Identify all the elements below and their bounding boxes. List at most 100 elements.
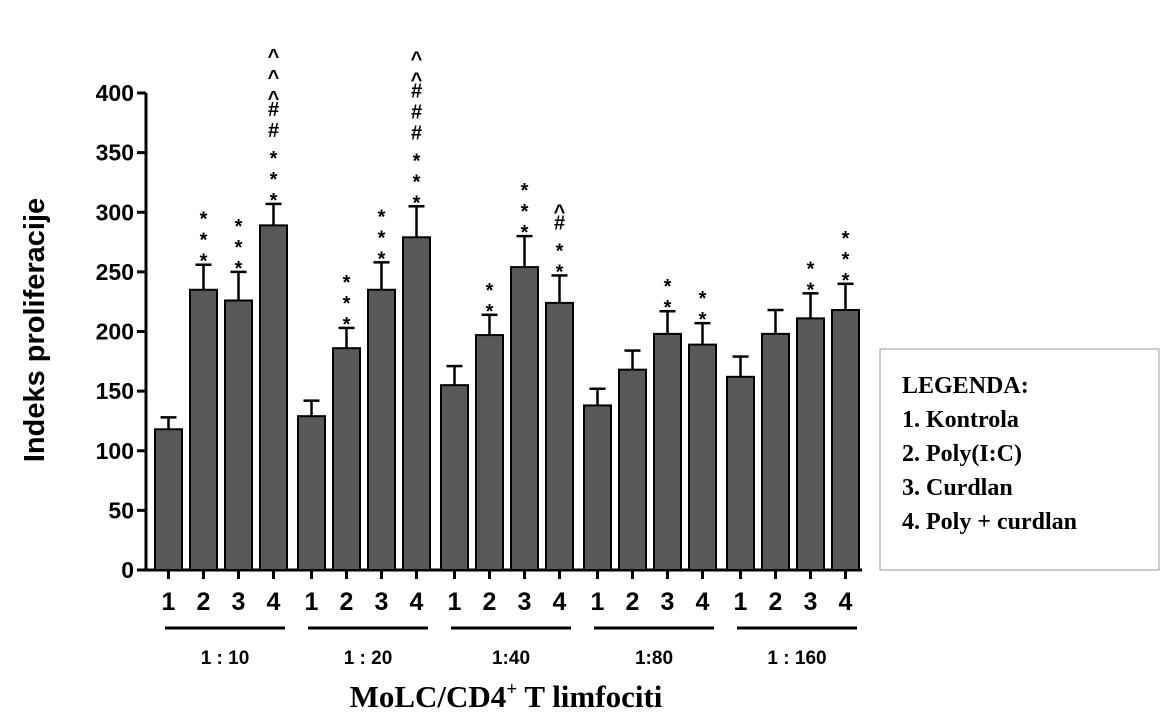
x-category-label: 3 [518,588,532,616]
significance-mark: ^ [411,69,423,91]
bar [189,288,218,571]
significance-mark: * [343,272,351,294]
significance-mark: # [268,120,279,142]
group-label: 1:40 [492,648,530,669]
y-tick-label: 0 [121,557,134,583]
y-tick-label: 350 [96,140,134,166]
x-category-label: 4 [839,588,853,616]
significance-mark: * [699,309,707,331]
significance-mark: # [411,101,422,123]
legend-item-3: 3. Curdlan [902,475,1013,501]
significance-mark: * [270,169,278,191]
x-category-label: 3 [661,588,675,616]
significance-mark: * [807,258,815,280]
bar [332,347,361,571]
bar [402,236,431,571]
legend-title: LEGENDA: [902,373,1029,399]
significance-mark: * [235,237,243,259]
significance-mark: * [378,227,386,249]
x-category-label: 2 [197,588,211,616]
group-label: 1 : 160 [767,648,826,669]
x-category-label: 1 [591,588,605,616]
bar [475,334,504,572]
bar [761,332,790,572]
significance-mark: * [699,288,707,310]
y-tick-label: 150 [96,378,134,404]
significance-mark: * [521,180,529,202]
x-category-label: 3 [804,588,818,616]
significance-mark: * [842,228,850,250]
bar [224,299,253,571]
x-category-label: 2 [626,588,640,616]
significance-mark: * [378,248,386,270]
significance-mark: * [842,249,850,271]
x-category-label: 4 [553,588,567,616]
y-axis-label: Indeks proliferacije [19,198,51,462]
significance-mark: * [521,201,529,223]
significance-mark: * [486,301,494,323]
significance-mark: # [554,212,565,234]
significance-mark: * [521,222,529,244]
significance-mark: ^ [268,46,280,68]
legend-item-1: 1. Kontrola [902,407,1019,433]
significance-mark: * [343,293,351,315]
significance-mark: * [807,279,815,301]
significance-mark: * [413,192,421,214]
significance-mark: # [268,99,279,121]
x-axis-label-superscript: + [506,679,517,700]
group-label: 1 : 10 [201,648,250,669]
bar [510,266,539,571]
bar [831,309,860,571]
significance-mark: * [200,230,208,252]
significance-mark: * [200,209,208,231]
x-category-label: 1 [448,588,462,616]
x-category-label: 3 [375,588,389,616]
y-tick-label: 200 [96,319,134,345]
group-label: 1:80 [635,648,673,669]
significance-mark: * [235,258,243,280]
significance-mark: * [664,276,672,298]
bar [653,332,682,572]
x-category-label: 1 [734,588,748,616]
x-category-label: 2 [483,588,497,616]
bar [583,404,612,571]
y-tick-label: 400 [96,80,134,106]
significance-mark: ^ [268,67,280,89]
bar [618,368,647,571]
significance-mark: * [200,251,208,273]
y-tick-label: 250 [96,259,134,285]
significance-mark: ^ [411,48,423,70]
bar [726,375,755,571]
significance-mark: * [556,261,564,283]
x-category-label: 4 [267,588,281,616]
x-category-label: 1 [305,588,319,616]
x-category-label: 2 [340,588,354,616]
significance-mark: * [556,240,564,262]
significance-mark: * [842,270,850,292]
significance-mark: * [270,190,278,212]
significance-mark: * [343,314,351,336]
x-category-label: 2 [769,588,783,616]
y-tick-label: 100 [96,438,134,464]
bar [796,317,825,571]
significance-mark: ^ [554,201,566,223]
x-axis-label: MoLC/CD4+ T limfociti [350,679,663,714]
bar [440,384,469,571]
significance-mark: * [664,297,672,319]
x-category-label: 1 [162,588,176,616]
significance-mark: # [411,122,422,144]
bar [688,343,717,571]
significance-mark: * [378,206,386,228]
bar [367,288,396,571]
significance-mark: # [411,80,422,102]
group-label: 1 : 20 [344,648,393,669]
legend-box [879,348,1160,571]
x-axis-label-suffix: T limfociti [517,679,663,714]
significance-mark: * [270,148,278,170]
x-category-label: 4 [696,588,710,616]
x-category-label: 4 [410,588,424,616]
legend-item-2: 2. Poly(I:C) [902,441,1022,467]
x-category-label: 3 [232,588,246,616]
